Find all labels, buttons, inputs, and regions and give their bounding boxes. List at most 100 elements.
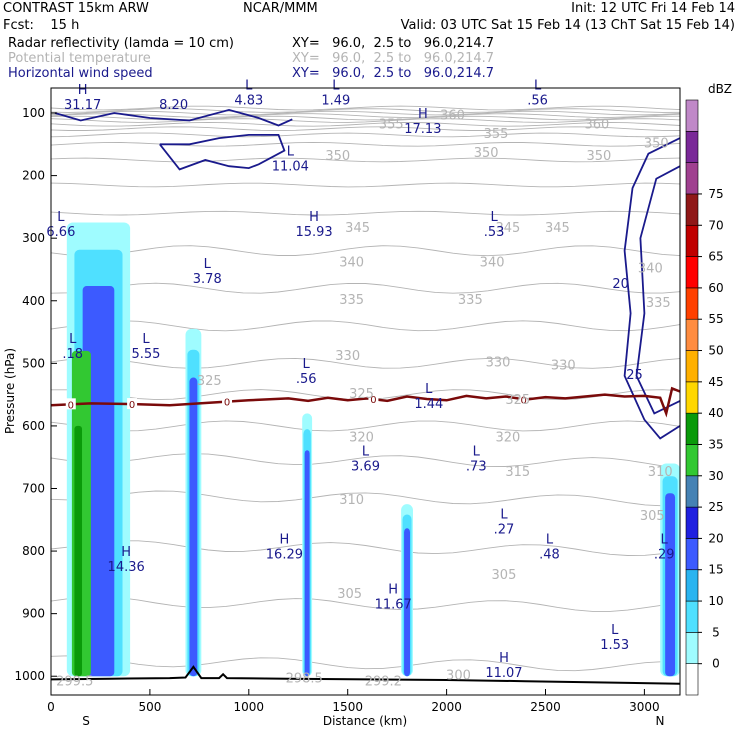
theta-contour-line (50, 105, 681, 111)
theta-label: 360 (440, 108, 465, 123)
theta-contour-line (50, 596, 681, 612)
wind-extremum-kind: L (546, 532, 554, 547)
reflectivity-fill (66, 222, 680, 677)
theta-label: 330 (486, 355, 511, 370)
wind-extremum-value: 31.17 (64, 98, 101, 113)
y-tick-label: 500 (22, 356, 45, 370)
theta-label: 355 (379, 118, 404, 133)
theta-contour-line (50, 357, 681, 369)
wind-extremum-kind: L (500, 507, 508, 522)
wind-contour-line (54, 108, 293, 127)
theta-contour-line (50, 121, 681, 127)
theta-label: 299.2 (365, 675, 402, 690)
y-tick-label: 300 (22, 231, 45, 245)
colorbar-swatch (685, 318, 699, 351)
colorbar-swatch (685, 256, 699, 289)
freezing-level-label: 0 (521, 395, 527, 406)
theta-label: 320 (349, 431, 374, 446)
wind-extremum-kind: L (332, 79, 340, 94)
wind-extremum-value: .48 (539, 547, 560, 562)
wind-extremum-value: .56 (296, 372, 317, 387)
theta-label: 299.5 (56, 675, 93, 690)
theta-contour-line (50, 182, 681, 188)
wind-extremum-kind: L (611, 623, 619, 638)
wind-contour-label: 25 (626, 368, 643, 383)
wind-extremum-value: .56 (527, 94, 548, 109)
theta-label: 315 (505, 465, 530, 480)
theta-label: 298.5 (286, 671, 323, 686)
wind-extremum-value: 3.78 (193, 272, 222, 287)
wind-extremum-value: 15.93 (295, 225, 332, 240)
colorbar-tick-label: 0 (712, 657, 720, 671)
theta-label: 345 (345, 221, 370, 236)
wind-extremum-kind: L (362, 445, 370, 460)
wind-extremum-kind: H (499, 651, 509, 666)
y-tick-label: 600 (22, 419, 45, 433)
colorbar-tick-label: 25 (708, 500, 723, 514)
wind-extremum-value: 6.66 (46, 225, 75, 240)
theta-label: 355 (484, 127, 509, 142)
wind-extremum-kind: L (69, 332, 77, 347)
wind-extremum-kind: L (245, 79, 253, 94)
colorbar-swatch (685, 193, 699, 226)
plot-frame (50, 87, 681, 696)
theta-label: 335 (458, 293, 483, 308)
colorbar-tick-label: 35 (708, 437, 723, 451)
freezing-label-bg (222, 395, 233, 407)
colorbar-swatch (685, 506, 699, 539)
x-tick-label: 2000 (431, 700, 462, 714)
colorbar-tick-label: 15 (708, 563, 723, 577)
wind-extremum-kind: H (121, 545, 131, 560)
reflectivity-column (404, 528, 411, 677)
reflectivity-column (304, 450, 310, 677)
wind-extremum-kind: L (287, 144, 295, 159)
theta-contour-line (50, 420, 681, 432)
colorbar-tick-label: 45 (708, 375, 723, 389)
wind-extremum-value: 11.07 (485, 666, 522, 681)
forecast-hour: Fcst: 15 h (3, 18, 80, 33)
colorbar-swatch (685, 412, 699, 445)
colorbar-swatch (685, 600, 699, 633)
colorbar-tick-label: 10 (708, 594, 723, 608)
theta-contour-line (50, 157, 681, 163)
wind-extremum-kind: L (425, 382, 433, 397)
theta-contour-line (50, 282, 681, 294)
wind-extremum-value: 5.55 (131, 347, 160, 362)
theta-contour-line (50, 655, 681, 672)
colorbar-tick-label: 60 (708, 281, 723, 295)
colorbar-swatch (685, 99, 699, 132)
theta-contour-line (50, 210, 681, 216)
wind-extremum-kind: L (303, 357, 311, 372)
theta-label: 300 (446, 668, 471, 683)
colorbar-tick-label: 30 (708, 469, 723, 483)
colorbar-tick-label: 20 (708, 531, 723, 545)
colorbar-tick-label: 50 (708, 344, 723, 358)
colorbar-swatch (685, 162, 699, 195)
colorbar-unit: dBZ (708, 82, 732, 96)
wind-extremum-value: 3.69 (351, 460, 380, 475)
theta-contour-line (50, 115, 681, 121)
theta-label: 350 (644, 136, 669, 151)
wind-extremum-kind: H (388, 582, 398, 597)
wind-extremum-kind: L (661, 532, 669, 547)
axes: 0 500 1000 1500 2000 2500 30001002003004005006… (14, 106, 659, 714)
freezing-level-label: 0 (68, 400, 74, 411)
model-name: CONTRAST 15km ARW (3, 1, 149, 16)
colorbar-swatch (685, 224, 699, 257)
theta-contour-line (50, 126, 681, 132)
organization: NCAR/MMM (243, 1, 318, 16)
theta-contour-line (50, 110, 681, 116)
freezing-label-bg (127, 398, 138, 410)
x-tick-label: 3000 (629, 700, 660, 714)
y-tick-label: 700 (22, 481, 45, 495)
x-end-label-south: S (82, 714, 90, 728)
x-tick-label: 2500 (530, 700, 561, 714)
wind-extremum-kind: L (534, 79, 542, 94)
theta-label: 360 (585, 118, 610, 133)
colorbar-swatch (685, 131, 699, 163)
colorbar-swatch (685, 569, 699, 602)
wind-extremum-value: .29 (654, 547, 675, 562)
theta-label: 310 (648, 465, 673, 480)
